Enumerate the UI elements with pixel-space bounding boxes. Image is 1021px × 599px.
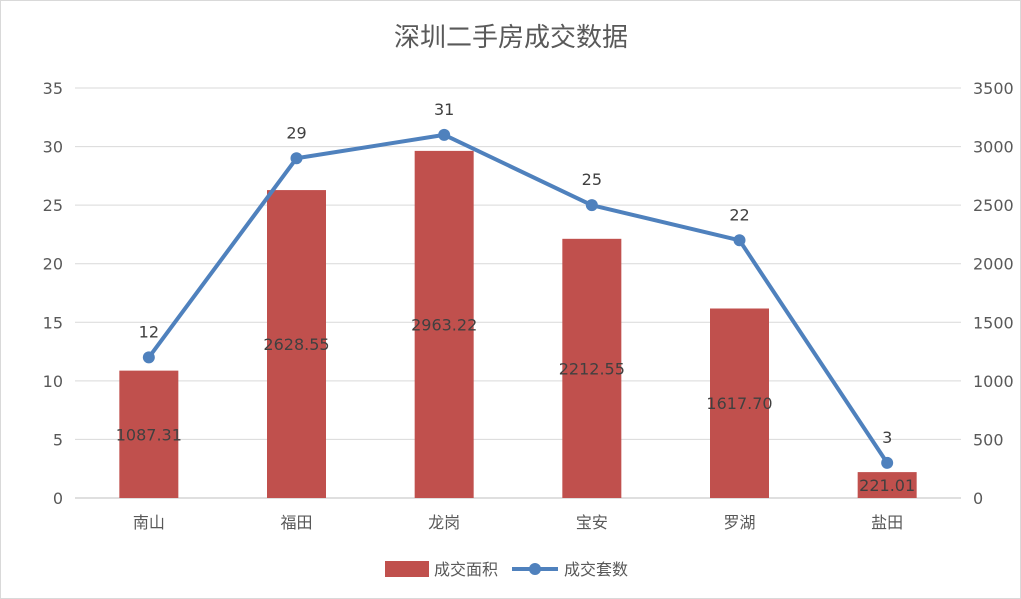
legend-line-label: 成交套数 xyxy=(564,560,628,579)
line-data-label: 25 xyxy=(582,170,602,189)
left-axis-tick-label: 20 xyxy=(43,255,63,274)
category-label: 龙岗 xyxy=(428,513,460,532)
bar xyxy=(857,472,917,498)
legend: 成交面积 成交套数 xyxy=(385,560,628,579)
bar-data-label: 1617.70 xyxy=(706,394,772,413)
bar xyxy=(562,238,622,499)
line-data-label: 3 xyxy=(882,428,892,447)
bar-data-label: 2628.55 xyxy=(263,335,329,354)
right-axis-tick-label: 2000 xyxy=(973,255,1014,274)
left-axis-tick-label: 5 xyxy=(53,430,63,449)
bar-data-label: 2963.22 xyxy=(411,315,477,334)
left-axis-tick-label: 25 xyxy=(43,196,63,215)
line-data-label: 22 xyxy=(729,205,749,224)
line-point xyxy=(438,128,451,141)
category-label: 南山 xyxy=(133,513,165,532)
legend-bar-label: 成交面积 xyxy=(434,560,498,579)
left-axis-tick-label: 35 xyxy=(43,79,63,98)
right-axis-tick-label: 500 xyxy=(973,430,1004,449)
line-data-label: 12 xyxy=(139,322,159,341)
category-label: 盐田 xyxy=(871,513,903,532)
bar-data-label: 221.01 xyxy=(859,476,915,495)
bar xyxy=(710,308,769,498)
line-point xyxy=(881,456,894,469)
category-label: 罗湖 xyxy=(723,513,755,532)
bars-series: 1087.31 2628.55 2963.22 2212.55 1617.70 221.0… xyxy=(116,150,917,499)
line-data-label: 31 xyxy=(434,100,454,119)
right-axis-tick-label: 2500 xyxy=(973,196,1014,215)
legend-bar-swatch xyxy=(385,561,429,577)
legend-line-marker xyxy=(529,563,541,575)
right-axis-ticks: 0 500 1000 1500 2000 2500 3000 3500 xyxy=(973,79,1014,508)
line-point xyxy=(585,199,598,212)
bar-data-label: 1087.31 xyxy=(116,425,182,444)
bar xyxy=(414,150,474,498)
bar xyxy=(119,370,179,498)
left-axis-ticks: 0 5 10 15 20 25 30 35 xyxy=(43,79,63,508)
right-axis-tick-label: 0 xyxy=(973,489,983,508)
chart-title: 深圳二手房成交数据 xyxy=(394,23,628,53)
category-labels: 南山 福田 龙岗 宝安 罗湖 盐田 xyxy=(133,513,903,532)
right-axis-tick-label: 3000 xyxy=(973,138,1014,157)
right-axis-tick-label: 1500 xyxy=(973,313,1014,332)
right-axis-tick-label: 1000 xyxy=(973,372,1014,391)
left-axis-tick-label: 15 xyxy=(43,313,63,332)
line-point xyxy=(733,234,746,247)
bar-data-label: 2212.55 xyxy=(559,359,625,378)
bar xyxy=(267,190,326,498)
series-line xyxy=(147,132,889,464)
line-data-label: 29 xyxy=(286,123,306,142)
line-point xyxy=(142,351,155,364)
gridlines xyxy=(75,87,961,499)
right-axis-tick-label: 3500 xyxy=(973,79,1014,98)
left-axis-tick-label: 30 xyxy=(43,138,63,157)
category-label: 福田 xyxy=(280,513,312,532)
category-label: 宝安 xyxy=(576,513,608,532)
left-axis-tick-label: 10 xyxy=(43,372,63,391)
left-axis-tick-label: 0 xyxy=(53,489,63,508)
line-point xyxy=(290,152,303,165)
line-series: 12 29 31 25 22 3 xyxy=(139,100,894,469)
